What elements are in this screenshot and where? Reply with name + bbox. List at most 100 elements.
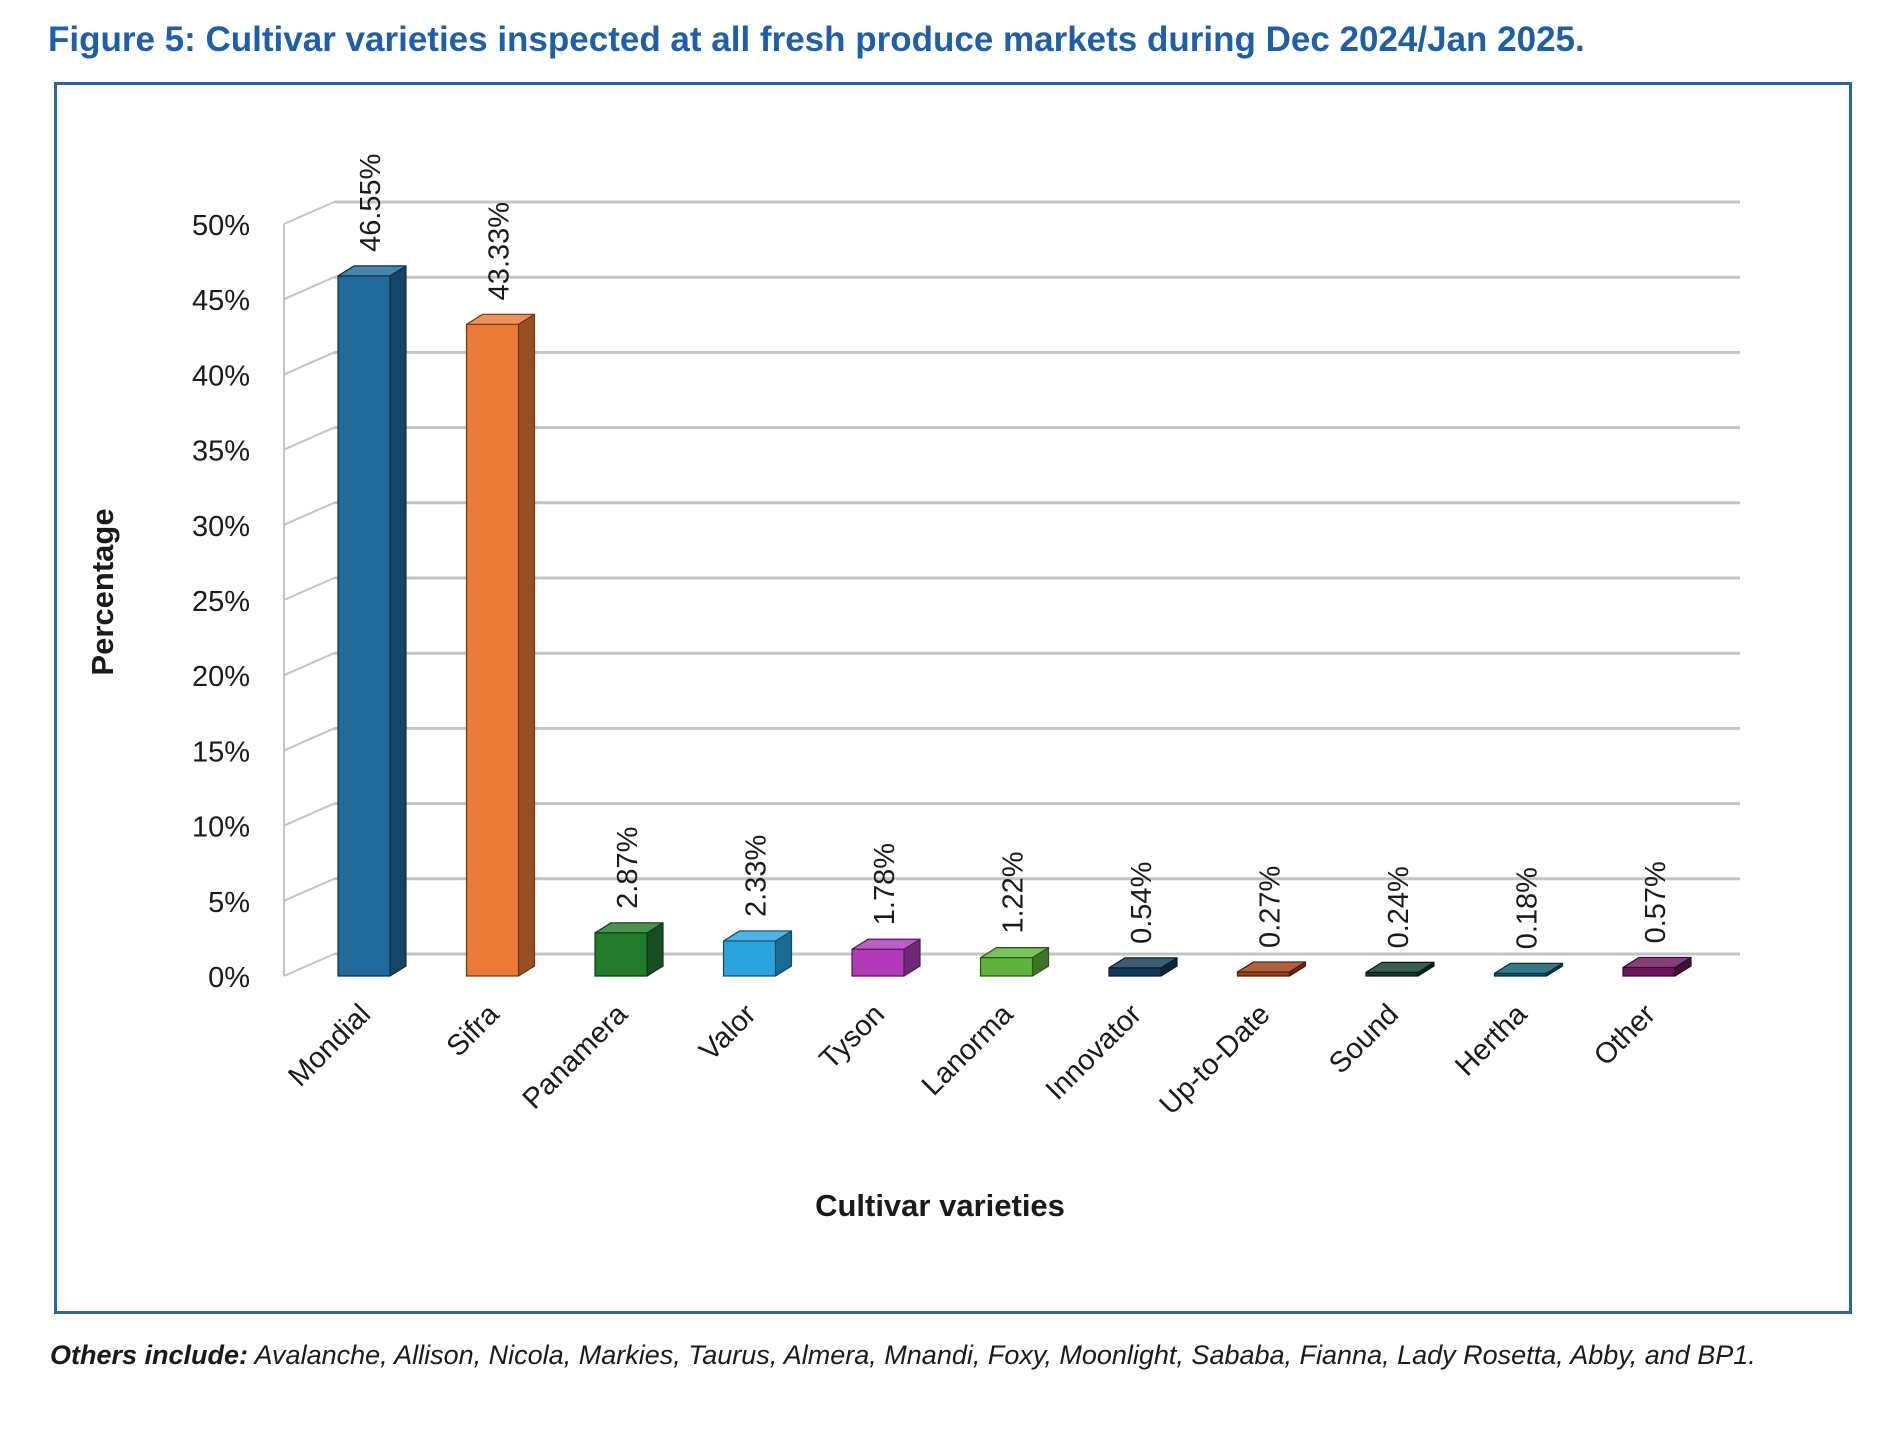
bar-outline [594,922,664,977]
bar-side [1675,957,1691,976]
data-label: 0.57% [1640,861,1672,943]
gridline-side [283,877,335,902]
x-tick-label: Mondial [283,998,377,1092]
footnote-text: Avalanche, Allison, Nicola, Markies, Tau… [248,1340,1756,1370]
bar-top [723,930,792,941]
gridline-side [283,953,335,977]
bar-outline [1622,956,1692,977]
bar-top [852,939,920,950]
bar-front [852,949,904,976]
bar-tyson [851,938,921,977]
x-tick-label: Lanorma [916,998,1020,1102]
bar-top [338,265,406,276]
data-label: 0.27% [1255,866,1287,948]
gridline-side [283,426,335,451]
bar-outline [1365,961,1435,977]
data-label: 2.87% [612,827,644,909]
bar-lanorma [979,947,1050,977]
bar-top [1237,961,1306,972]
bar-side [1032,947,1049,976]
bar-top [595,922,663,933]
bar-top [1366,962,1434,973]
y-tick-label: 15% [192,736,250,768]
bar-hertha [1493,962,1564,977]
gridline-side [283,802,335,827]
data-labels: 46.55% 43.33% 2.87% 2.33% 1.78% 1.22% 0.54% 0.2… [355,154,1672,950]
x-axis-title: Cultivar varieties [815,1188,1065,1223]
gridline-side [283,501,335,526]
x-tick-label: Other [1588,998,1662,1072]
bar-front [1109,967,1161,976]
bar-front [723,940,776,976]
bar-top [1623,957,1691,968]
chart-frame [54,82,1852,1314]
bar-panamera [594,922,664,977]
y-axis-title: Percentage [85,508,120,675]
bar-front [1623,967,1675,976]
y-tick-label: 50% [192,210,250,242]
bar-side [1289,961,1306,976]
gridline-side [283,577,335,601]
bar-front [595,932,647,976]
bars [337,265,1692,977]
x-tick-label: Innovator [1040,998,1148,1106]
data-label: 0.18% [1512,867,1544,949]
bar-front [1237,971,1290,976]
x-axis-categories: Mondial Sifra Panamera Valor Tyson Lanorma Inn… [283,998,1663,1122]
gridline-side [283,727,335,752]
gridlines [283,200,1740,977]
bar-side [518,314,535,977]
y-axis-ticks: 0% 5% 10% 15% 20% 25% 30% 35% 40% 45% 50% [192,210,250,994]
y-tick-label: 25% [192,586,250,618]
y-tick-label: 0% [208,962,250,994]
y-tick-label: 30% [192,511,250,543]
data-label: 1.22% [998,851,1030,933]
x-tick-label: Panamera [517,998,635,1116]
footnote-label: Others include: [50,1340,249,1370]
bar-sound [1365,961,1435,977]
bar-outline [1236,961,1307,977]
gridline-side [283,276,335,301]
bar-up-to-date [1236,961,1307,977]
x-tick-label: Up-to-Date [1154,998,1277,1121]
bar-side [647,922,663,976]
bar-side [1161,957,1177,976]
y-tick-label: 10% [192,812,250,844]
bar-front [1494,973,1547,976]
gridline-side [283,652,335,677]
y-tick-label: 45% [192,285,250,317]
y-tick-label: 35% [192,436,250,468]
data-label: 0.54% [1126,862,1158,944]
bar-innovator [1108,957,1178,977]
data-label: 0.24% [1383,866,1415,948]
bar-outline [465,313,536,977]
footnote: Others include: Avalanche, Allison, Nico… [50,1335,1850,1376]
x-tick-label: Valor [693,998,762,1067]
bar-outline [851,938,921,977]
x-tick-label: Tyson [814,998,891,1075]
data-label: 2.33% [741,835,773,917]
bar-side [904,939,920,976]
y-tick-label: 20% [192,661,250,693]
bar-valor [722,930,793,977]
bar-outline [1108,957,1178,977]
bar-front [980,957,1033,976]
x-tick-label: Sound [1323,998,1405,1080]
bar-outline [979,947,1050,977]
bar-side [775,930,792,976]
x-tick-label: Sifra [441,998,506,1063]
bar-other [1622,956,1692,977]
bar-outline [1493,962,1564,977]
bar-mondial [337,265,407,977]
bar-front [1366,972,1418,976]
data-label: 43.33% [484,202,516,300]
bar-top [466,314,535,325]
bar-outline [337,265,407,977]
bar-sifra [465,313,536,977]
bar-top [1494,963,1563,974]
gridline-side [283,351,335,376]
bar-side [1418,962,1434,976]
bar-outline [722,930,793,977]
bar-front [466,324,519,977]
